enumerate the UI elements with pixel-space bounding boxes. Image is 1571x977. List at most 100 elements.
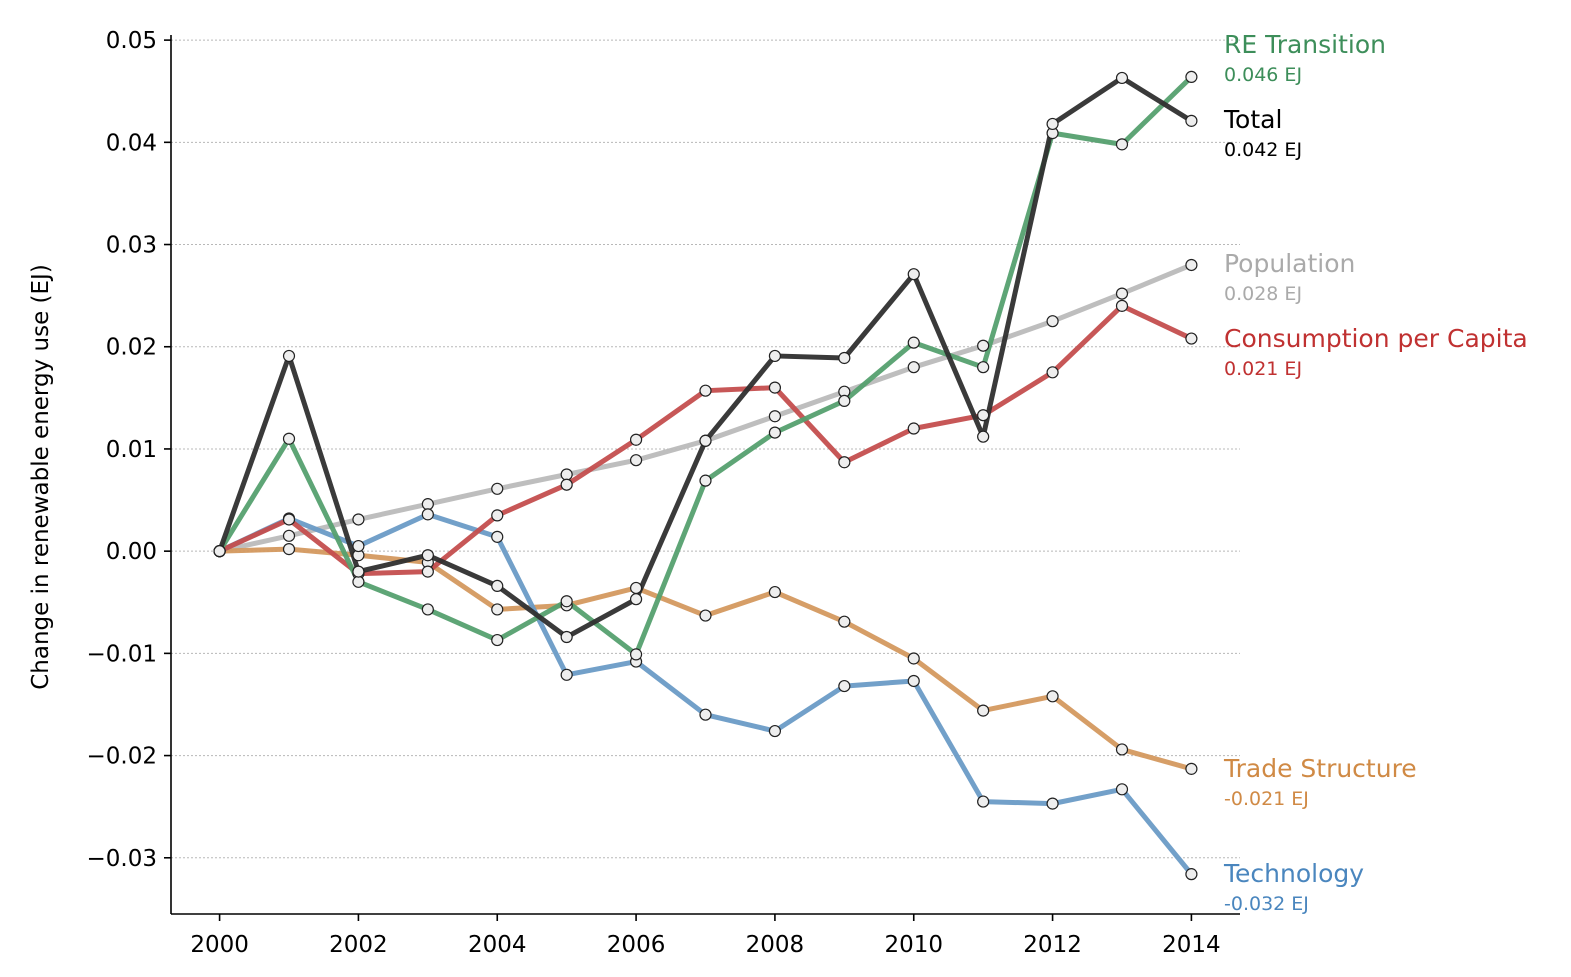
- grid-layer: [171, 39, 1240, 859]
- data-point: [282, 543, 296, 556]
- data-point: [1115, 71, 1129, 85]
- series-line-population: [217, 262, 1194, 554]
- data-point: [907, 422, 920, 435]
- data-point: [977, 339, 990, 352]
- data-point: [1046, 315, 1059, 328]
- series-label-name: RE Transition: [1224, 30, 1386, 59]
- data-point: [838, 456, 851, 469]
- data-point: [699, 708, 712, 721]
- y-tick-label: −0.01: [87, 641, 157, 667]
- data-point: [421, 498, 434, 511]
- data-point: [560, 630, 573, 644]
- data-point: [838, 351, 851, 365]
- series-label-value: 0.028 EJ: [1224, 283, 1302, 305]
- data-point: [1115, 743, 1129, 756]
- data-point: [352, 565, 365, 578]
- data-point: [560, 668, 573, 681]
- y-axis-title: Change in renewable energy use (EJ): [28, 264, 54, 690]
- data-point: [1185, 868, 1198, 881]
- data-point: [838, 615, 851, 628]
- data-point: [699, 474, 712, 487]
- series-label-name: Total: [1223, 105, 1282, 134]
- data-point: [977, 795, 990, 808]
- data-point: [838, 394, 851, 408]
- data-point: [907, 674, 920, 688]
- data-point: [421, 603, 434, 616]
- data-point: [282, 529, 296, 542]
- data-point: [1185, 258, 1198, 272]
- data-point: [491, 579, 504, 593]
- data-point: [768, 381, 782, 394]
- data-point: [629, 593, 643, 606]
- data-point: [1046, 117, 1059, 131]
- data-point: [1046, 690, 1059, 703]
- data-point: [629, 581, 643, 595]
- data-point: [977, 409, 990, 422]
- data-point: [768, 585, 782, 599]
- y-tick-label: 0.02: [106, 335, 157, 361]
- y-tick-label: 0.01: [106, 437, 157, 463]
- series-end-labels: Population 0.028 EJ Trade Structure -0.021 …: [1223, 30, 1528, 915]
- data-point: [421, 565, 434, 578]
- series-layer: [213, 70, 1198, 881]
- series-label-value: 0.046 EJ: [1224, 64, 1302, 86]
- data-point: [768, 349, 782, 363]
- data-point: [699, 609, 712, 622]
- y-tick-label: −0.02: [87, 744, 157, 770]
- data-point: [560, 478, 573, 491]
- data-point: [491, 633, 504, 647]
- y-tick-label: 0.04: [106, 130, 157, 156]
- y-tick-label: 0.00: [106, 539, 157, 565]
- data-point: [1185, 332, 1198, 345]
- data-point: [977, 704, 990, 717]
- data-point: [907, 336, 920, 349]
- data-point: [560, 468, 573, 481]
- data-point: [213, 545, 226, 558]
- x-tick-label: 2012: [1023, 932, 1082, 958]
- y-tick-label: 0.03: [106, 233, 157, 259]
- data-point: [421, 549, 434, 562]
- data-point: [1115, 138, 1129, 151]
- data-point: [1185, 762, 1198, 775]
- data-point: [977, 361, 990, 374]
- series-label-name: Consumption per Capita: [1224, 324, 1528, 353]
- x-tick-label: 2002: [329, 932, 388, 958]
- series-label-value: -0.032 EJ: [1224, 893, 1309, 915]
- series-label-name: Trade Structure: [1223, 754, 1417, 783]
- data-point: [491, 482, 504, 495]
- data-point: [699, 384, 712, 397]
- data-point: [352, 539, 365, 553]
- data-point: [1046, 366, 1059, 379]
- data-point: [907, 361, 920, 374]
- series-label-value: 0.021 EJ: [1224, 358, 1302, 380]
- data-point: [907, 268, 920, 281]
- data-point: [629, 648, 643, 661]
- data-point: [282, 349, 296, 363]
- data-point: [1185, 114, 1198, 127]
- axes-layer: Change in renewable energy use (EJ): [28, 35, 1240, 915]
- x-tick-label: 2014: [1162, 932, 1221, 958]
- x-tick-label: 2000: [190, 932, 249, 958]
- series-label-value: 0.042 EJ: [1224, 139, 1302, 161]
- y-tick-label: −0.03: [87, 846, 157, 872]
- data-point: [1115, 783, 1129, 796]
- data-point: [282, 432, 296, 445]
- data-point: [768, 410, 782, 423]
- data-point: [491, 509, 504, 522]
- data-point: [352, 575, 365, 588]
- series-line-total: [217, 75, 1194, 640]
- x-tick-label: 2010: [884, 932, 943, 958]
- data-point: [629, 454, 643, 467]
- data-point: [977, 430, 990, 443]
- data-point: [421, 508, 434, 521]
- x-tick-label: 2008: [746, 932, 805, 958]
- series-label-name: Population: [1224, 249, 1355, 278]
- data-point: [768, 724, 782, 738]
- data-point: [1115, 299, 1129, 312]
- data-point: [352, 513, 365, 526]
- data-point: [1185, 70, 1198, 84]
- data-point: [491, 603, 504, 616]
- data-point: [629, 433, 643, 446]
